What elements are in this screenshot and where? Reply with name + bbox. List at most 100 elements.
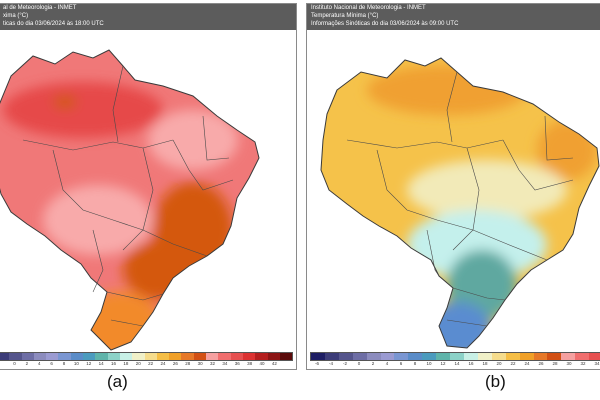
colorbar-tick-label: 22	[148, 361, 154, 366]
colorbar-tick-label: 0	[13, 361, 16, 366]
colorbar-tick-label: 12	[86, 361, 92, 366]
colorbar-swatch	[218, 353, 231, 360]
temperature-zone-northeast	[148, 110, 238, 170]
colorbar-swatch	[33, 353, 47, 360]
colorbar-swatch	[230, 353, 243, 360]
colorbar-swatch	[206, 353, 219, 360]
temperature-zone-south-central	[407, 210, 547, 280]
temperature-colorbar: -6 -4 -2 0 2 4 6 8 10 12 14 16 18 20 22 24 26 28 30 32 34	[310, 352, 600, 366]
colorbar-swatch	[463, 353, 478, 360]
panel-caption-b: (b)	[485, 372, 506, 391]
colorbar-swatch	[408, 353, 423, 360]
colorbar-tick-label: 8	[62, 361, 66, 366]
colorbar-swatch	[119, 353, 133, 360]
colorbar-swatches	[310, 352, 600, 361]
colorbar-tick-label: 4	[38, 361, 41, 366]
temperature-zone-southeast	[447, 250, 517, 320]
colorbar-swatch	[477, 353, 492, 360]
temperature-zone-north	[3, 82, 163, 138]
colorbar-swatch	[279, 353, 293, 360]
colorbar-swatch	[324, 353, 339, 360]
colorbar-swatch	[380, 353, 395, 360]
temperature-zone-central	[43, 185, 153, 255]
colorbar-swatches	[0, 352, 293, 361]
temperature-zone-hotspot	[53, 95, 77, 109]
colorbar-swatch	[547, 353, 562, 360]
colorbar-tick-label: 38	[247, 361, 253, 366]
colorbar-tick-label: 4	[385, 361, 389, 366]
header-line-institute: al de Meteorologia - INMET	[3, 5, 77, 11]
brazil-temperature-map	[307, 30, 600, 352]
colorbar-tick-label: 6	[50, 361, 53, 366]
colorbar-swatch	[505, 353, 520, 360]
colorbar-swatch	[436, 353, 451, 360]
colorbar-ticks: 0 2 4 6 8 10 12 14 16 18 20 22 24 26 28 30 32 34 36 38 40 42	[0, 361, 293, 367]
colorbar-tick-label: 6	[399, 361, 403, 366]
colorbar-tick-label: 14	[98, 361, 104, 366]
colorbar-swatch	[491, 353, 506, 360]
colorbar-tick-label: 36	[234, 361, 240, 366]
map-header: al de Meteorologia - INMET xima (°C) tic…	[0, 4, 296, 30]
colorbar-swatch	[311, 353, 325, 360]
colorbar-tick-label: 24	[160, 361, 166, 366]
colorbar-swatch	[267, 353, 280, 360]
colorbar-swatch	[589, 353, 600, 360]
colorbar-swatch	[394, 353, 409, 360]
colorbar-tick-label: 34	[222, 361, 228, 366]
panel-max-temperature: al de Meteorologia - INMET xima (°C) tic…	[0, 3, 297, 370]
colorbar-tick-label: 12	[440, 361, 446, 366]
colorbar-tick-label: 18	[482, 361, 488, 366]
colorbar-swatch	[46, 353, 59, 360]
colorbar-tick-label: 32	[580, 361, 586, 366]
panel-caption-a: (a)	[107, 372, 128, 391]
colorbar-swatch	[519, 353, 534, 360]
colorbar-swatch	[561, 353, 576, 360]
colorbar-swatch	[242, 353, 256, 360]
colorbar-tick-label: 14	[454, 361, 460, 366]
colorbar-ticks: -6 -4 -2 0 2 4 6 8 10 12 14 16 18 20 22 24 26 28 30 32 34	[310, 361, 600, 367]
colorbar-swatch	[575, 353, 590, 360]
colorbar-tick-label: 20	[135, 361, 141, 366]
colorbar-swatch	[181, 353, 194, 360]
header-line-variable: xima (°C)	[3, 13, 29, 19]
colorbar-tick-label: 0	[357, 361, 361, 366]
colorbar-swatch	[95, 353, 108, 360]
colorbar-swatch	[255, 353, 268, 360]
header-line-date: ticas do dia 03/06/2024 às 18:00 UTC	[3, 21, 104, 27]
colorbar-tick-label: 2	[25, 361, 29, 366]
colorbar-tick-label: 28	[552, 361, 558, 366]
colorbar-tick-label: 16	[468, 361, 474, 366]
colorbar-swatch	[533, 353, 548, 360]
colorbar-tick-label: -2	[342, 361, 347, 366]
colorbar-tick-label: -6	[314, 361, 319, 366]
panel-min-temperature: Instituto Nacional de Meteorologia - INM…	[306, 3, 600, 370]
temperature-zone-central	[407, 160, 567, 220]
temperature-colorbar: 0 2 4 6 8 10 12 14 16 18 20 22 24 26 28 30 32 34 36 38 40 42	[0, 352, 293, 366]
colorbar-tick-label: 8	[413, 361, 417, 366]
colorbar-tick-label: 40	[259, 361, 265, 366]
colorbar-tick-label: 10	[426, 361, 432, 366]
colorbar-swatch	[352, 353, 367, 360]
brazil-temperature-map	[0, 30, 296, 352]
header-line-date: Informações Sinóticas do dia 03/06/2024 …	[311, 21, 459, 27]
colorbar-swatch	[132, 353, 145, 360]
state-borders	[22, 65, 234, 327]
colorbar-swatch	[450, 353, 464, 360]
colorbar-tick-label	[0, 361, 8, 367]
colorbar-swatch	[422, 353, 437, 360]
colorbar-tick-label: 42	[271, 361, 277, 366]
colorbar-tick-label: 30	[197, 361, 203, 366]
colorbar-tick-label: 20	[496, 361, 502, 366]
colorbar-swatch	[9, 353, 22, 360]
colorbar-tick-label: 34	[594, 361, 600, 366]
colorbar-tick-label: 2	[371, 361, 375, 366]
colorbar-swatch	[0, 353, 10, 360]
state-borders	[346, 71, 574, 327]
colorbar-tick-label: 10	[73, 361, 79, 366]
colorbar-tick-label: 28	[185, 361, 191, 366]
colorbar-tick-label: 18	[123, 361, 129, 366]
colorbar-tick-label	[281, 361, 293, 367]
map-header: Instituto Nacional de Meteorologia - INM…	[307, 4, 600, 30]
colorbar-swatch	[193, 353, 207, 360]
header-line-institute: Instituto Nacional de Meteorologia - INM…	[311, 5, 426, 11]
